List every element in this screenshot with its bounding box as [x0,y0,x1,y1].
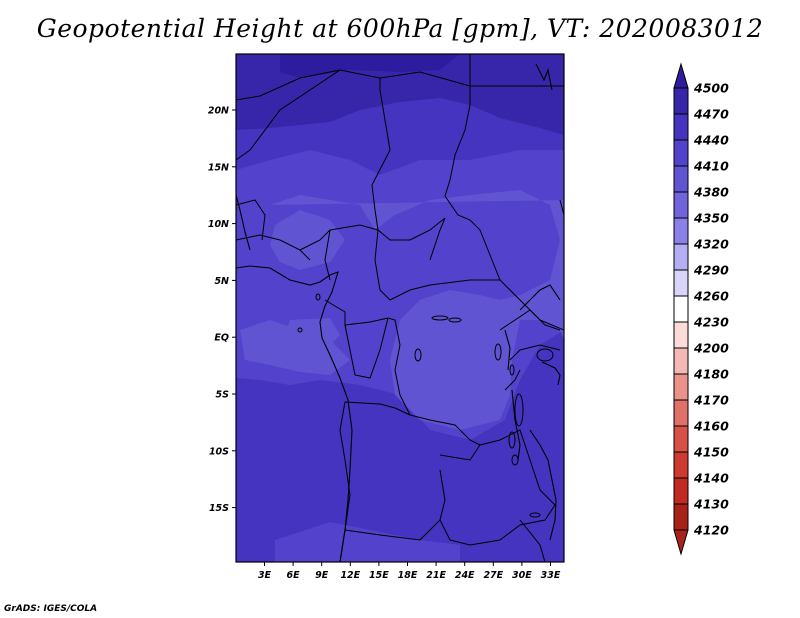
chart-title: Geopotential Height at 600hPa [gpm], VT:… [36,14,764,43]
colorbar-segment [673,477,689,505]
lon-label: 3E [258,570,272,581]
colorbar-segment [673,113,689,141]
lat-label: EQ [214,333,229,344]
colorbar-label: 4260 [693,289,729,304]
lat-label: 15N [208,162,229,173]
colorbar: 4500 4470 4440 4410 4380 4350 4320 4290 4260 4230… [673,62,729,556]
colorbar-segment [673,373,689,401]
colorbar-segment [673,399,689,427]
colorbar-label: 4150 [693,445,729,460]
coastline [236,63,561,562]
colorbar-segment [673,269,689,297]
map-frame [235,53,565,563]
colorbar-bottom-triangle [673,529,689,556]
lon-label: 30E [512,570,532,581]
lon-label: 27E [483,570,503,581]
colorbar-segment [673,347,689,375]
colorbar-segment [673,87,689,115]
colorbar-label: 4180 [693,367,729,382]
lat-label: 20N [208,106,229,117]
colorbar-segment [673,503,689,531]
lat-label: 5S [216,390,230,401]
lon-label: 21E [426,570,446,581]
colorbar-label: 4350 [693,211,729,226]
contour-fill [236,54,564,562]
longitude-axis: 3E 6E 9E 12E 15E 18E 21E 24E 27E 30E 33E [258,562,561,581]
lon-label: 6E [287,570,301,581]
lon-label: 33E [541,570,561,581]
colorbar-segment [673,425,689,453]
latitude-axis: 20N 15N 10N 5N EQ 5S 10S 15S [208,106,236,514]
lat-label: 15S [209,503,229,514]
colorbar-label: 4120 [693,523,729,538]
colorbar-segment [673,295,689,323]
colorbar-label: 4200 [693,341,729,356]
lat-label: 5N [214,276,229,287]
lat-label: 10S [209,446,229,457]
lakes [297,293,554,518]
colorbar-top-triangle [673,62,689,89]
colorbar-segment [673,321,689,349]
lon-label: 18E [398,570,418,581]
colorbar-label: 4160 [693,419,729,434]
colorbar-segment [673,191,689,219]
colorbar-label: 4440 [693,133,729,148]
grads-credit: GrADS: IGES/COLA [4,604,98,614]
colorbar-segment [673,217,689,245]
lon-label: 12E [340,570,360,581]
colorbar-segment [673,451,689,479]
colorbar-label: 4170 [693,393,729,408]
colorbar-label: 4410 [693,159,729,174]
lon-label: 9E [315,570,329,581]
colorbar-label: 4500 [693,81,729,96]
colorbar-label: 4380 [693,185,729,200]
colorbar-label: 4470 [693,107,729,122]
lon-label: 24E [455,570,475,581]
lon-label: 15E [369,570,389,581]
colorbar-label: 4320 [693,237,729,252]
colorbar-label: 4140 [693,471,729,486]
lat-label: 10N [208,219,229,230]
colorbar-segment [673,139,689,167]
colorbar-label: 4290 [693,263,729,278]
colorbar-label: 4230 [693,315,729,330]
colorbar-label: 4130 [693,497,729,512]
colorbar-segment [673,243,689,271]
colorbar-segment [673,165,689,193]
